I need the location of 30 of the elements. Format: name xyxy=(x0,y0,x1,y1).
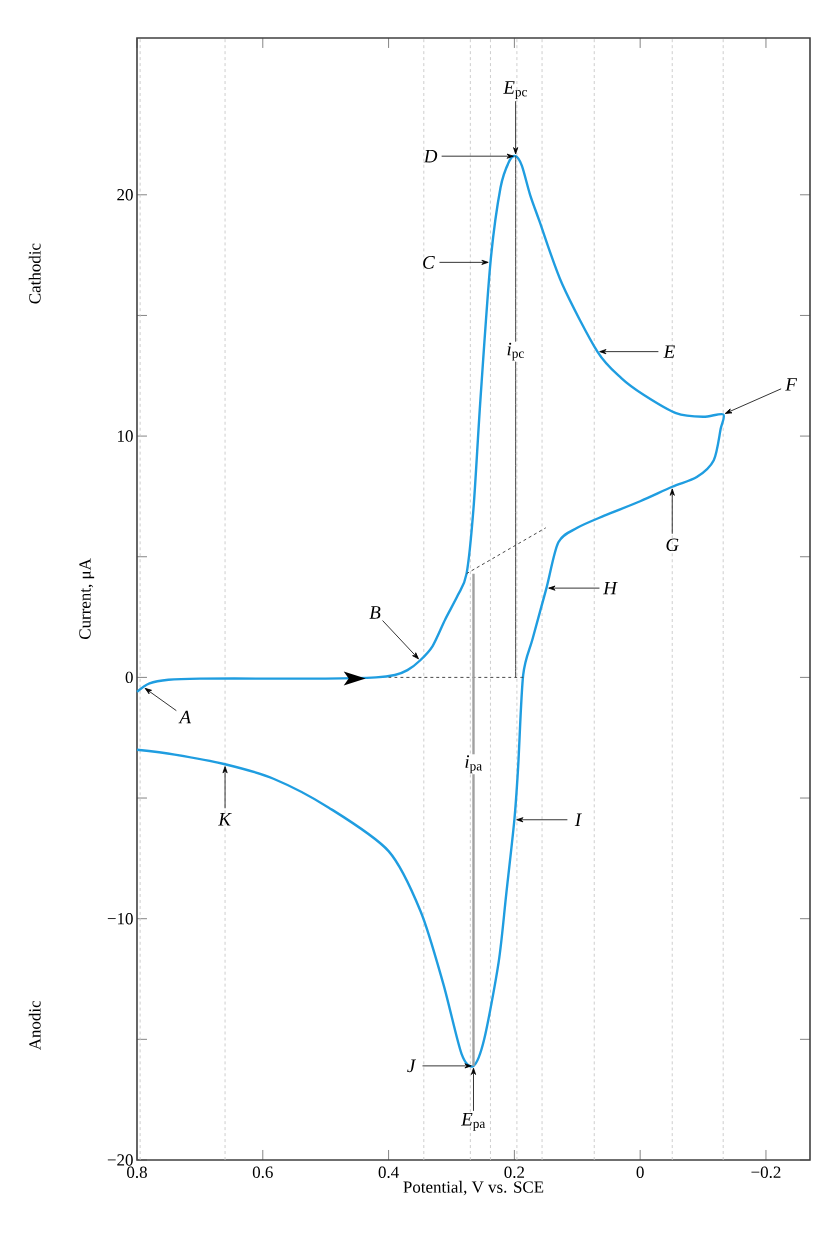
annotation: E$_{pc}$ xyxy=(503,81,528,100)
annotation: A xyxy=(178,710,192,724)
annotation: i$_{pa}$ xyxy=(465,755,482,774)
y-tick-label: −10 xyxy=(107,912,133,925)
y-axis-title: Current, μA xyxy=(79,558,95,640)
y-tick-label: −20 xyxy=(107,1154,133,1166)
annotation: D xyxy=(423,149,438,163)
annotation: i$_{pc}$ xyxy=(507,342,524,361)
annotation: H xyxy=(602,581,618,595)
annotation: C xyxy=(423,256,435,269)
y-tick-label: 0 xyxy=(125,671,133,684)
x-tick-label: 0.8 xyxy=(127,1166,147,1179)
x-tick-label: −0.2 xyxy=(751,1166,781,1179)
x-axis-title: Potential, V vs. SCE xyxy=(403,1180,544,1196)
y-tick-label: 10 xyxy=(118,430,133,442)
text: Cathodic xyxy=(28,243,41,304)
annotation: J xyxy=(407,1059,417,1073)
annotation: K xyxy=(218,813,232,826)
x-tick-label: 0 xyxy=(636,1166,644,1178)
annotation: F xyxy=(785,378,798,391)
annotation: B xyxy=(369,606,381,619)
annotation: I xyxy=(574,813,582,826)
annotation: G xyxy=(666,538,679,552)
annotation: E$_{pa}$ xyxy=(460,1112,486,1131)
text: Anodic xyxy=(28,1000,41,1051)
annotation: E xyxy=(663,345,675,358)
y-tick-label: 20 xyxy=(117,189,133,201)
x-tick-label: 0.6 xyxy=(252,1166,273,1179)
x-tick-label: 0.2 xyxy=(504,1166,525,1179)
x-tick-label: 0.4 xyxy=(378,1166,399,1179)
